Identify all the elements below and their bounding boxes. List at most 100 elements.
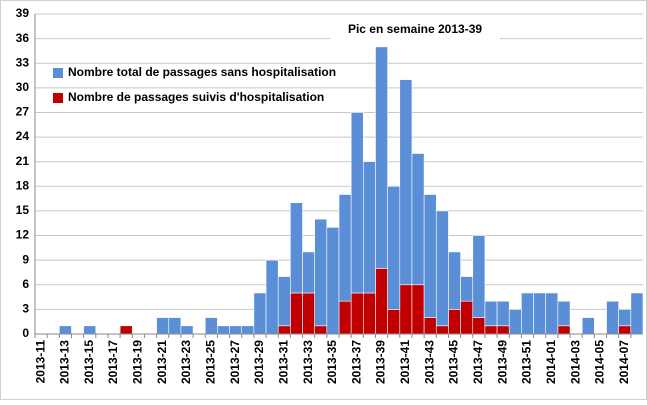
bar-segment [460, 276, 474, 302]
bar-segment [277, 325, 291, 335]
y-tick-label: 30 [16, 80, 30, 94]
bar-segment [581, 317, 595, 335]
y-tick-label: 27 [16, 105, 30, 119]
x-tick-label: 2013-27 [228, 340, 242, 384]
bar-segment [472, 317, 486, 335]
legend-swatch [53, 93, 63, 103]
bar-segment [472, 235, 486, 318]
x-tick-label: 2014-05 [593, 340, 607, 384]
bar-segment [83, 325, 97, 335]
y-tick-label: 12 [16, 228, 30, 242]
x-tick-label: 2013-17 [106, 340, 120, 384]
x-tick-label: 2013-29 [252, 340, 266, 384]
x-tick-label: 2014-07 [617, 340, 631, 384]
y-tick-label: 39 [16, 6, 30, 20]
bar-segment [448, 309, 461, 335]
x-tick-label: 2013-31 [276, 340, 290, 384]
bar-segment [387, 186, 401, 310]
bar-segment [350, 112, 364, 294]
y-tick-label: 21 [16, 154, 30, 168]
bar-segment [423, 317, 437, 335]
bar-segment [557, 300, 571, 327]
x-tick-label: 2013-41 [398, 340, 412, 384]
y-tick-label: 33 [16, 55, 30, 69]
bar-segment [217, 325, 230, 335]
bar-segment [375, 46, 388, 269]
x-tick-label: 2013-19 [131, 340, 145, 384]
x-tick-label: 2013-15 [82, 340, 96, 384]
bar-segment [387, 309, 401, 335]
bar-segment [435, 210, 449, 327]
y-tick-label: 24 [16, 129, 30, 143]
bar-segment [59, 325, 72, 335]
bar-segment [180, 325, 194, 335]
bar-segment [350, 292, 364, 335]
bar-segment [302, 292, 315, 335]
x-tick-label: 2013-37 [349, 340, 363, 384]
y-tick-label: 3 [22, 302, 29, 316]
bar-segment [533, 292, 547, 335]
bar-segment [448, 251, 461, 310]
bar-segment [314, 218, 328, 327]
x-tick-label: 2013-21 [155, 340, 169, 384]
x-tick-label: 2013-11 [33, 340, 47, 384]
y-tick-label: 18 [16, 178, 30, 192]
annotation: Pic en semaine 2013-39 [348, 22, 482, 36]
bar-segment [435, 325, 449, 335]
bar-segment [618, 309, 632, 327]
x-tick-label: 2013-45 [447, 340, 461, 384]
bar-segment [290, 202, 303, 294]
y-tick-label: 36 [16, 31, 30, 45]
bar-segment [399, 284, 413, 335]
x-tick-label: 2013-33 [301, 340, 315, 384]
x-tick-label: 2013-25 [203, 340, 217, 384]
bar-segment [277, 276, 291, 327]
legend-swatch [53, 68, 63, 78]
x-tick-label: 2013-39 [374, 340, 388, 384]
x-tick-label: 2013-51 [520, 340, 534, 384]
bar-segment [326, 227, 340, 335]
annotation-box [330, 20, 500, 40]
y-tick-label: 6 [22, 277, 29, 291]
y-tick-label: 9 [22, 252, 29, 266]
x-tick-label: 2014-01 [544, 340, 558, 384]
y-tick-label: 15 [16, 203, 30, 217]
bar-segment [338, 300, 352, 335]
bar-segment [557, 325, 571, 335]
bar-segment [484, 325, 498, 335]
x-tick-label: 2013-23 [179, 340, 193, 384]
x-tick-label: 2013-43 [422, 340, 436, 384]
bar-segment [399, 79, 413, 286]
x-tick-label: 2013-47 [471, 340, 485, 384]
bar-segment [156, 317, 170, 335]
bar-segment [496, 300, 510, 327]
bar-segment [338, 194, 352, 302]
bar-segment [508, 309, 522, 335]
bar-segment [302, 251, 315, 294]
x-tick-label: 2014-03 [568, 340, 582, 384]
bar-segment [253, 292, 267, 335]
bar-segment [265, 259, 279, 335]
legend-label: Nombre total de passages sans hospitalis… [68, 65, 336, 79]
bar-segment [290, 292, 303, 335]
bar-segment [168, 317, 182, 335]
bar-segment [363, 161, 376, 294]
bar-segment [119, 325, 133, 335]
bar-segment [606, 300, 619, 335]
bar-segment [484, 300, 498, 327]
bar-segment [630, 292, 644, 335]
x-tick-label: 2013-49 [495, 340, 509, 384]
bar-segment [411, 153, 425, 286]
bar-segment [229, 325, 243, 335]
bar-segment [411, 284, 425, 335]
x-tick-label: 2013-13 [58, 340, 72, 384]
bar-segment [363, 292, 376, 335]
y-tick-label: 0 [22, 326, 29, 340]
bar-segment [423, 194, 437, 318]
bar-segment [521, 292, 534, 335]
bar-segment [241, 325, 255, 335]
bar-segment [496, 325, 510, 335]
bar-segment [618, 325, 632, 335]
bar-segment [204, 317, 218, 335]
